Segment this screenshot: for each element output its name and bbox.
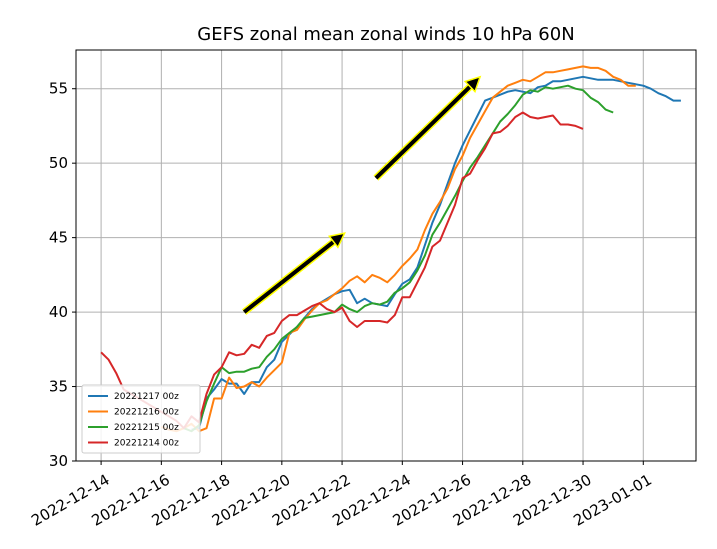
arrow-shaft	[242, 240, 335, 314]
x-axis-ticks: 2022-12-142022-12-162022-12-182022-12-20…	[28, 461, 655, 530]
y-tick-label: 35	[49, 378, 68, 396]
annotation-arrow	[373, 75, 482, 181]
y-tick-label: 55	[49, 80, 68, 98]
legend-entry-label: 20221214 00z	[114, 439, 179, 449]
series-line-20221216-00z	[160, 65, 636, 433]
y-tick-label: 40	[49, 303, 68, 321]
arrow-shaft	[374, 85, 472, 180]
annotation-arrow	[242, 232, 346, 315]
y-tick-label: 45	[49, 229, 68, 247]
arrow-head	[463, 75, 482, 93]
legend-entry-label: 20221216 00z	[114, 408, 179, 418]
series-lines	[100, 65, 681, 433]
annotations	[242, 75, 482, 315]
y-axis-ticks: 30 35 40 45 50 55	[49, 80, 76, 470]
series-line-20221215-00z	[183, 84, 614, 433]
series-line-20221214-00z	[100, 111, 584, 430]
legend-entry-label: 20221217 00z	[114, 392, 179, 402]
y-tick-label: 30	[49, 452, 68, 470]
legend-box	[81, 384, 201, 454]
legend-entry-label: 20221215 00z	[114, 423, 179, 433]
arrow-head	[327, 232, 346, 249]
series-line-20221217-00z	[191, 75, 681, 431]
y-tick-label: 50	[49, 154, 68, 172]
plot-frame	[75, 49, 697, 462]
chart-title: GEFS zonal mean zonal winds 10 hPa 60N	[197, 24, 574, 45]
legend: 20221217 00z 20221216 00z 20221215 00z 2022…	[81, 384, 201, 454]
